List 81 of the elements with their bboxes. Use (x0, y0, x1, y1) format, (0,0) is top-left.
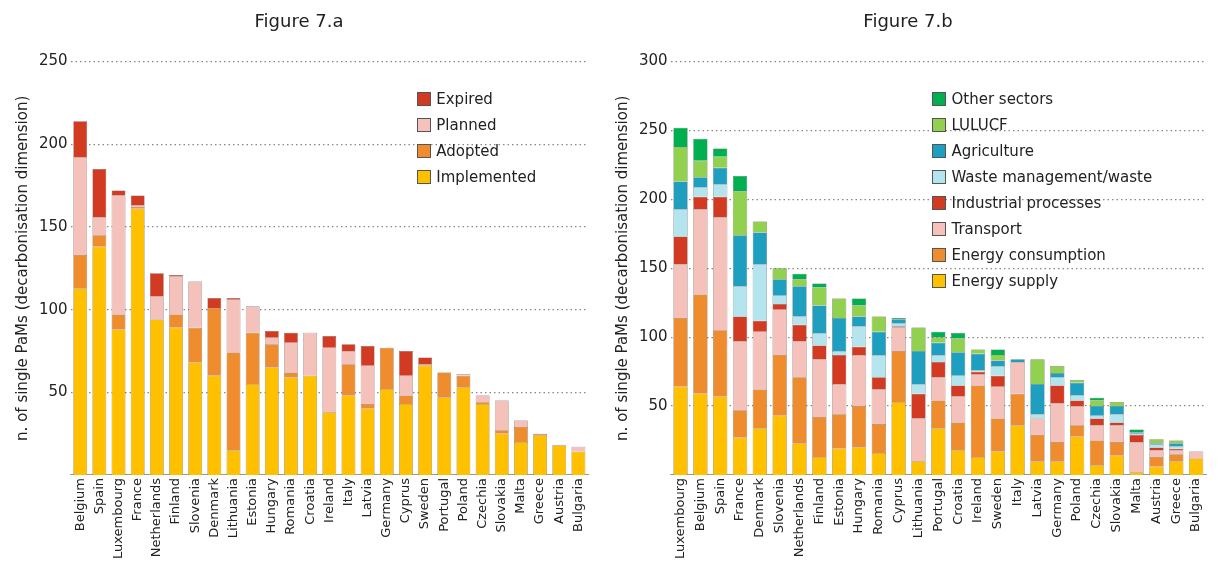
x-tick-label: France (731, 477, 747, 522)
x-tick-label: Netherlands (790, 477, 806, 558)
legend-label: Energy supply (951, 272, 1059, 291)
y-tick-label: 100 (38, 299, 68, 318)
x-tick-label: Germany (1048, 477, 1064, 538)
y-tick-label: 100 (638, 327, 668, 346)
x-tick-label: Sweden (989, 477, 1005, 530)
x-tick-label: Spain (90, 477, 106, 515)
x-tick-label: Belgium (691, 477, 707, 532)
x-tick-label: Hungary (850, 477, 866, 534)
x-tick-label: Denmark (205, 477, 221, 538)
legend-label: Transport (951, 220, 1022, 239)
x-tick-label: Ireland (969, 477, 985, 523)
x-tick-label: Latvia (1028, 477, 1044, 518)
x-tick-label: Cyprus (890, 477, 906, 524)
y-tick-label: 250 (638, 120, 668, 139)
x-tick-label: Sweden (416, 477, 432, 530)
legend-label: LULUCF (951, 116, 1008, 135)
x-tick-label: Slovakia (1108, 477, 1124, 533)
x-tick-label: Luxembourg (671, 477, 687, 560)
x-tick-label: Germany (378, 477, 394, 538)
x-tick-label: Romania (870, 477, 886, 535)
x-tick-label: Malta (512, 477, 528, 514)
x-tick-label: Slovenia (186, 477, 202, 534)
x-tick-label: Netherlands (148, 477, 164, 558)
x-tick-label: Romania (282, 477, 298, 535)
legend-label: Adopted (436, 142, 500, 161)
x-tick-label: Slovakia (493, 477, 509, 533)
y-axis-title: n. of single PaMs (decarbonisation dimension) (12, 95, 31, 441)
x-tick-label: Poland (454, 477, 470, 522)
x-tick-label: Greece (531, 477, 547, 525)
x-tick-label: Bulgaria (569, 477, 585, 532)
x-tick-label: France (129, 477, 145, 522)
y-tick-label: 200 (38, 134, 68, 153)
x-tick-label: Estonia (244, 477, 260, 526)
x-tick-label: Spain (711, 477, 727, 515)
x-tick-label: Slovenia (771, 477, 787, 534)
x-tick-label: Estonia (830, 477, 846, 526)
x-tick-label: Finland (810, 477, 826, 525)
y-tick-label: 300 (638, 51, 668, 70)
y-tick-label: 50 (48, 382, 68, 401)
x-tick-label: Italy (339, 477, 355, 507)
x-tick-label: Croatia (301, 477, 317, 525)
chart-title: Figure 7.a (254, 10, 344, 32)
x-tick-label: Denmark (751, 477, 767, 538)
legend-label: Agriculture (951, 142, 1034, 161)
legend-label: Expired (436, 90, 493, 109)
x-tick-label: Croatia (949, 477, 965, 525)
y-tick-label: 150 (38, 216, 68, 235)
x-tick-label: Finland (167, 477, 183, 525)
x-tick-label: Czechia (1088, 477, 1104, 529)
legend-label: Energy consumption (951, 246, 1106, 265)
x-tick-label: Cyprus (397, 477, 413, 524)
y-tick-label: 200 (638, 189, 668, 208)
x-tick-label: Latvia (359, 477, 375, 518)
x-tick-label: Austria (550, 477, 566, 524)
x-tick-label: Belgium (71, 477, 87, 532)
y-tick-label: 250 (38, 51, 68, 70)
x-tick-label: Poland (1068, 477, 1084, 522)
y-tick-label: 50 (648, 395, 668, 414)
x-tick-label: Hungary (263, 477, 279, 534)
legend-label: Other sectors (951, 90, 1054, 109)
legend-label: Implemented (436, 168, 537, 187)
x-tick-label: Lithuania (224, 477, 240, 539)
x-tick-label: Portugal (929, 477, 945, 532)
x-tick-label: Lithuania (909, 477, 925, 539)
x-tick-label: Italy (1009, 477, 1024, 507)
x-tick-label: Czechia (473, 477, 489, 529)
x-tick-label: Malta (1127, 477, 1143, 514)
x-tick-label: Bulgaria (1187, 477, 1203, 532)
x-tick-label: Austria (1147, 477, 1163, 524)
y-axis-title: n. of single PaMs (decarbonisation dimension) (612, 95, 631, 441)
chart-title: Figure 7.b (863, 10, 953, 32)
legend-label: Waste management/waste (951, 168, 1153, 187)
legend-label: Industrial processes (951, 194, 1102, 213)
legend-label: Planned (436, 116, 497, 135)
x-tick-label: Greece (1167, 477, 1183, 525)
x-tick-label: Portugal (435, 477, 451, 532)
x-tick-label: Ireland (320, 477, 336, 523)
x-tick-label: Luxembourg (109, 477, 125, 560)
y-tick-label: 150 (638, 258, 668, 277)
